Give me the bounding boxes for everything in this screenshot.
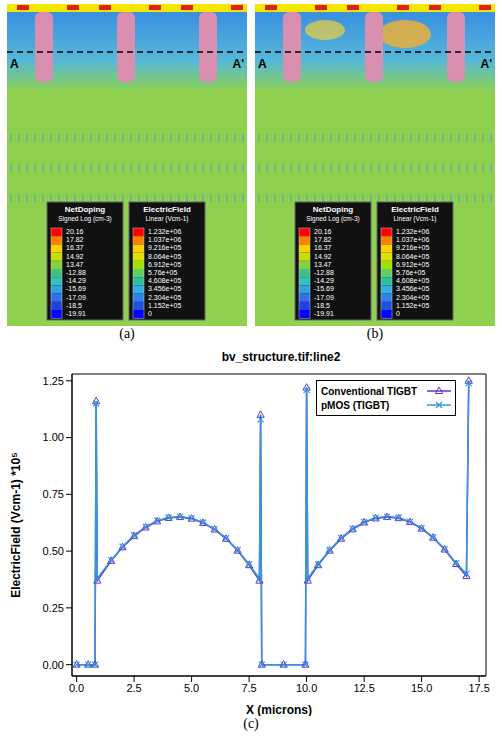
svg-text:2.5: 2.5	[126, 682, 141, 694]
svg-text:1.232e+06: 1.232e+06	[148, 228, 181, 235]
svg-text:A': A'	[480, 57, 492, 71]
svg-text:Signed Log (cm-3): Signed Log (cm-3)	[58, 215, 111, 223]
svg-text:9.216e+05: 9.216e+05	[396, 244, 429, 251]
svg-text:ElectricField: ElectricField	[143, 205, 191, 214]
svg-text:4.608e+05: 4.608e+05	[148, 277, 181, 284]
svg-text:13.47: 13.47	[66, 261, 84, 268]
svg-text:0.00: 0.00	[43, 659, 64, 671]
svg-text:13.47: 13.47	[314, 261, 332, 268]
svg-text:ElectricField: ElectricField	[391, 205, 439, 214]
svg-text:10.0: 10.0	[296, 682, 317, 694]
svg-text:0.0: 0.0	[69, 682, 84, 694]
svg-text:6.912e+05: 6.912e+05	[396, 261, 429, 268]
svg-text:0.75: 0.75	[43, 488, 64, 500]
svg-text:NetDoping: NetDoping	[313, 205, 354, 214]
svg-text:16.37: 16.37	[314, 244, 332, 251]
svg-text:A: A	[258, 57, 267, 71]
svg-text:A': A'	[232, 57, 244, 71]
html-text:(c): (c)	[243, 716, 259, 731]
svg-text:20.16: 20.16	[314, 228, 332, 235]
svg-text:ElectricField (Vcm-1) *10⁵: ElectricField (Vcm-1) *10⁵	[9, 452, 23, 598]
svg-text:-19.91: -19.91	[314, 310, 334, 317]
svg-text:12.5: 12.5	[353, 682, 374, 694]
svg-text:1.037e+06: 1.037e+06	[148, 236, 181, 243]
svg-text:3.456e+05: 3.456e+05	[148, 285, 181, 292]
svg-text:14.92: 14.92	[66, 253, 84, 260]
svg-text:Signed Log (cm-3): Signed Log (cm-3)	[306, 215, 359, 223]
svg-text:5.76e+05: 5.76e+05	[148, 269, 177, 276]
svg-text:1.25: 1.25	[43, 375, 64, 387]
svg-text:17.82: 17.82	[314, 236, 332, 243]
svg-text:-14.29: -14.29	[314, 277, 334, 284]
svg-text:-12.88: -12.88	[66, 269, 86, 276]
svg-text:0.25: 0.25	[43, 602, 64, 614]
svg-text:-19.91: -19.91	[66, 310, 86, 317]
svg-text:15.0: 15.0	[411, 682, 432, 694]
svg-text:16.37: 16.37	[66, 244, 84, 251]
svg-text:-12.88: -12.88	[314, 269, 334, 276]
svg-text:14.92: 14.92	[314, 253, 332, 260]
svg-text:5.0: 5.0	[184, 682, 199, 694]
svg-text:0: 0	[148, 310, 152, 317]
svg-text:Linear (Vcm-1): Linear (Vcm-1)	[394, 215, 437, 223]
svg-text:A: A	[10, 57, 19, 71]
svg-text:1.152e+05: 1.152e+05	[396, 302, 429, 309]
svg-text:1.152e+05: 1.152e+05	[148, 302, 181, 309]
svg-text:17.82: 17.82	[66, 236, 84, 243]
svg-text:8.064e+05: 8.064e+05	[148, 253, 181, 260]
svg-text:-14.29: -14.29	[66, 277, 86, 284]
svg-text:7.5: 7.5	[241, 682, 256, 694]
svg-text:1.00: 1.00	[43, 431, 64, 443]
svg-text:1.037e+06: 1.037e+06	[396, 236, 429, 243]
svg-text:2.304e+05: 2.304e+05	[396, 294, 429, 301]
svg-text:-17.09: -17.09	[314, 294, 334, 301]
html-text:(b): (b)	[366, 326, 384, 341]
html-text:bv_structure.tif:line2: bv_structure.tif:line2	[221, 350, 341, 364]
html-text:pMOS (TIGBT): pMOS (TIGBT)	[321, 399, 390, 411]
svg-text:20.16: 20.16	[66, 228, 84, 235]
html-text:Conventional TIGBT: Conventional TIGBT	[321, 385, 418, 397]
svg-text:0.50: 0.50	[43, 545, 64, 557]
svg-text:0: 0	[396, 310, 400, 317]
svg-text:-18.5: -18.5	[314, 302, 330, 309]
svg-text:17.5: 17.5	[468, 682, 489, 694]
svg-text:X (microns): X (microns)	[246, 703, 312, 716]
svg-text:-15.69: -15.69	[66, 285, 86, 292]
svg-text:8.064e+05: 8.064e+05	[396, 253, 429, 260]
svg-text:2.304e+05: 2.304e+05	[148, 294, 181, 301]
svg-text:9.216e+05: 9.216e+05	[148, 244, 181, 251]
svg-text:-15.69: -15.69	[314, 285, 334, 292]
svg-text:-18.5: -18.5	[66, 302, 82, 309]
svg-text:Linear (Vcm-1): Linear (Vcm-1)	[146, 215, 189, 223]
svg-text:NetDoping: NetDoping	[65, 205, 106, 214]
svg-text:3.456e+05: 3.456e+05	[396, 285, 429, 292]
svg-text:6.912e+05: 6.912e+05	[148, 261, 181, 268]
svg-text:5.76e+05: 5.76e+05	[396, 269, 425, 276]
svg-text:-17.09: -17.09	[66, 294, 86, 301]
svg-text:1.232e+06: 1.232e+06	[396, 228, 429, 235]
svg-text:4.608e+05: 4.608e+05	[396, 277, 429, 284]
html-text:(a): (a)	[119, 326, 135, 341]
